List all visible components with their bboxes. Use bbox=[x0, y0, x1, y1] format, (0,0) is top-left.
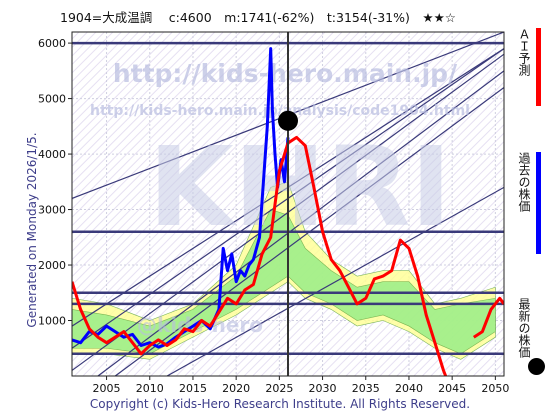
x-tick-label: 2050 bbox=[481, 382, 509, 395]
x-tick-label: 2005 bbox=[93, 382, 121, 395]
forecast-band bbox=[72, 209, 496, 355]
y-tick-label: 1000 bbox=[38, 315, 66, 328]
legend-swatch bbox=[528, 358, 545, 375]
legend-label: 最新の株価 bbox=[517, 298, 531, 358]
y-tick-label: 4000 bbox=[38, 148, 66, 161]
legend: ＡＩ予測過去の株価最新の株価 bbox=[508, 28, 552, 388]
legend-label: 過去の株価 bbox=[517, 152, 531, 212]
x-tick-label: 2020 bbox=[222, 382, 250, 395]
x-tick-label: 2030 bbox=[309, 382, 337, 395]
legend-swatch bbox=[536, 28, 541, 106]
series-line bbox=[472, 296, 504, 339]
y-tick-label: 5000 bbox=[38, 93, 66, 106]
x-tick-label: 2035 bbox=[352, 382, 380, 395]
watermark-analysis-url: http://kids-hero.main.jp/analysis/code19… bbox=[90, 103, 470, 119]
watermark: KHRI http://kids-hero.main.jp/ http://ki… bbox=[90, 59, 470, 337]
series-lines bbox=[72, 47, 504, 376]
copyright-footer: Copyright (c) Kids-Hero Research Institu… bbox=[89, 397, 471, 411]
plot-frame bbox=[71, 31, 505, 377]
watermark-logo: KHRI bbox=[149, 123, 452, 251]
y-tick-label: 3000 bbox=[38, 204, 66, 217]
series-line bbox=[72, 135, 448, 376]
x-tick-label: 2040 bbox=[395, 382, 423, 395]
y-tick-label: 2000 bbox=[38, 259, 66, 272]
trend-line bbox=[166, 186, 504, 376]
legend-label: ＡＩ予測 bbox=[517, 28, 531, 76]
series-line bbox=[72, 47, 290, 349]
x-axis-ticks: 2005 2010 2015 2020 2025 2030 2035 2040 2045 2050 bbox=[93, 376, 509, 395]
y-tick-label: 6000 bbox=[38, 37, 66, 50]
trend-line bbox=[97, 70, 504, 376]
x-tick-label: 2010 bbox=[136, 382, 164, 395]
forecast-bands bbox=[72, 181, 496, 360]
legend-swatch bbox=[536, 152, 541, 254]
watermark-url: http://kids-hero.main.jp/ bbox=[113, 59, 458, 88]
x-tick-label: 2045 bbox=[438, 382, 466, 395]
chart-title: 1904=大成温調 c:4600 m:1741(-62%) t:3154(-31… bbox=[60, 10, 456, 25]
latest-price-marker bbox=[278, 110, 298, 131]
y-axis-ticks: 1000 2000 3000 4000 5000 6000 bbox=[38, 37, 72, 328]
x-tick-label: 2025 bbox=[265, 382, 293, 395]
x-tick-label: 2015 bbox=[179, 382, 207, 395]
